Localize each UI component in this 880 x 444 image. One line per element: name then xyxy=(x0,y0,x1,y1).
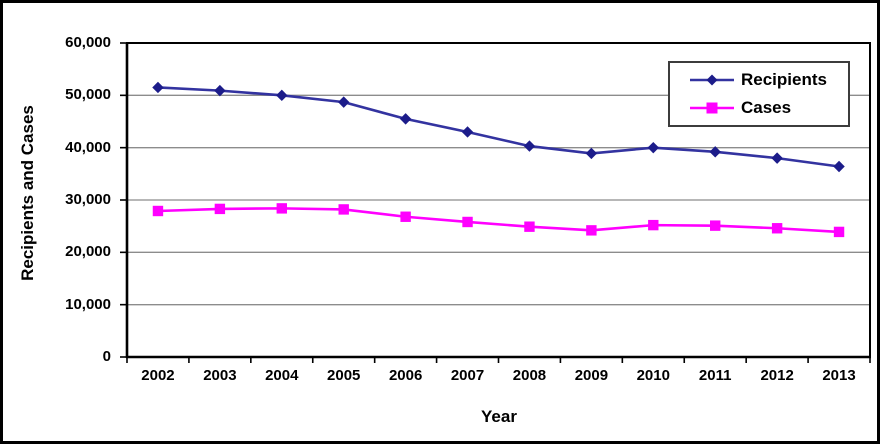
cases-line-square-icon xyxy=(690,102,734,114)
cases-data-point-marker xyxy=(586,225,597,236)
x-tick-label: 2007 xyxy=(450,367,485,384)
x-tick-label: 2010 xyxy=(636,367,670,384)
cases-data-point-marker xyxy=(214,203,226,215)
y-tick-label: 60,000 xyxy=(65,34,111,51)
recipients-line xyxy=(157,86,840,168)
cases-data-point-marker xyxy=(833,226,845,238)
cases-data-point-marker xyxy=(400,211,411,222)
recipients-data-point-marker xyxy=(647,141,659,154)
x-tick-label: 2004 xyxy=(265,367,299,384)
legend-label-recipients: Recipients xyxy=(741,70,827,90)
x-tick-label: 2005 xyxy=(327,367,361,384)
recipients-data-point-marker xyxy=(338,96,350,108)
y-tick-label: 10,000 xyxy=(65,295,111,313)
cases-data-point-marker xyxy=(462,216,473,228)
recipients-data-point-marker xyxy=(709,146,721,158)
y-tick-label: 40,000 xyxy=(65,138,111,156)
legend: Recipients Cases xyxy=(668,61,850,127)
recipients-data-point-marker xyxy=(276,89,288,102)
legend-item-recipients: Recipients xyxy=(690,70,848,90)
x-tick-label: 2002 xyxy=(141,367,175,384)
legend-item-cases: Cases xyxy=(690,98,848,118)
recipients-data-point-marker xyxy=(399,113,412,125)
recipients-data-point-marker xyxy=(833,160,845,173)
x-tick-label: 2006 xyxy=(388,367,423,384)
y-tick-label: 30,000 xyxy=(65,191,111,208)
y-tick-label: 20,000 xyxy=(65,243,111,261)
cases-line xyxy=(157,207,840,234)
legend-label-cases: Cases xyxy=(741,97,792,117)
x-axis-title: Year xyxy=(481,407,517,426)
x-tick-label: 2008 xyxy=(512,367,547,384)
y-tick-label: 50,000 xyxy=(65,86,111,104)
cases-data-point-marker xyxy=(648,219,659,231)
recipients-data-point-marker xyxy=(214,84,226,97)
recipients-data-point-marker xyxy=(585,147,598,160)
recipients-line-diamond-icon xyxy=(690,74,734,86)
x-tick-label: 2013 xyxy=(822,367,856,384)
cases-data-point-marker xyxy=(710,220,721,231)
y-tick-label: 0 xyxy=(102,348,111,365)
recipients-data-point-marker xyxy=(523,140,536,152)
x-tick-label: 2009 xyxy=(574,367,609,384)
cases-data-point-marker xyxy=(524,221,535,232)
x-tick-label: 2012 xyxy=(760,367,794,384)
cases-data-point-marker xyxy=(276,203,287,214)
recipients-data-point-marker xyxy=(152,81,164,94)
plot-area xyxy=(120,42,871,363)
x-tick-label: 2011 xyxy=(698,367,732,384)
cases-data-point-marker xyxy=(152,205,164,217)
recipients-data-point-marker xyxy=(771,152,783,164)
x-tick-label: 2003 xyxy=(203,367,237,384)
cases-data-point-marker xyxy=(771,223,783,234)
recipients-data-point-marker xyxy=(461,126,474,138)
cases-data-point-marker xyxy=(338,204,349,215)
